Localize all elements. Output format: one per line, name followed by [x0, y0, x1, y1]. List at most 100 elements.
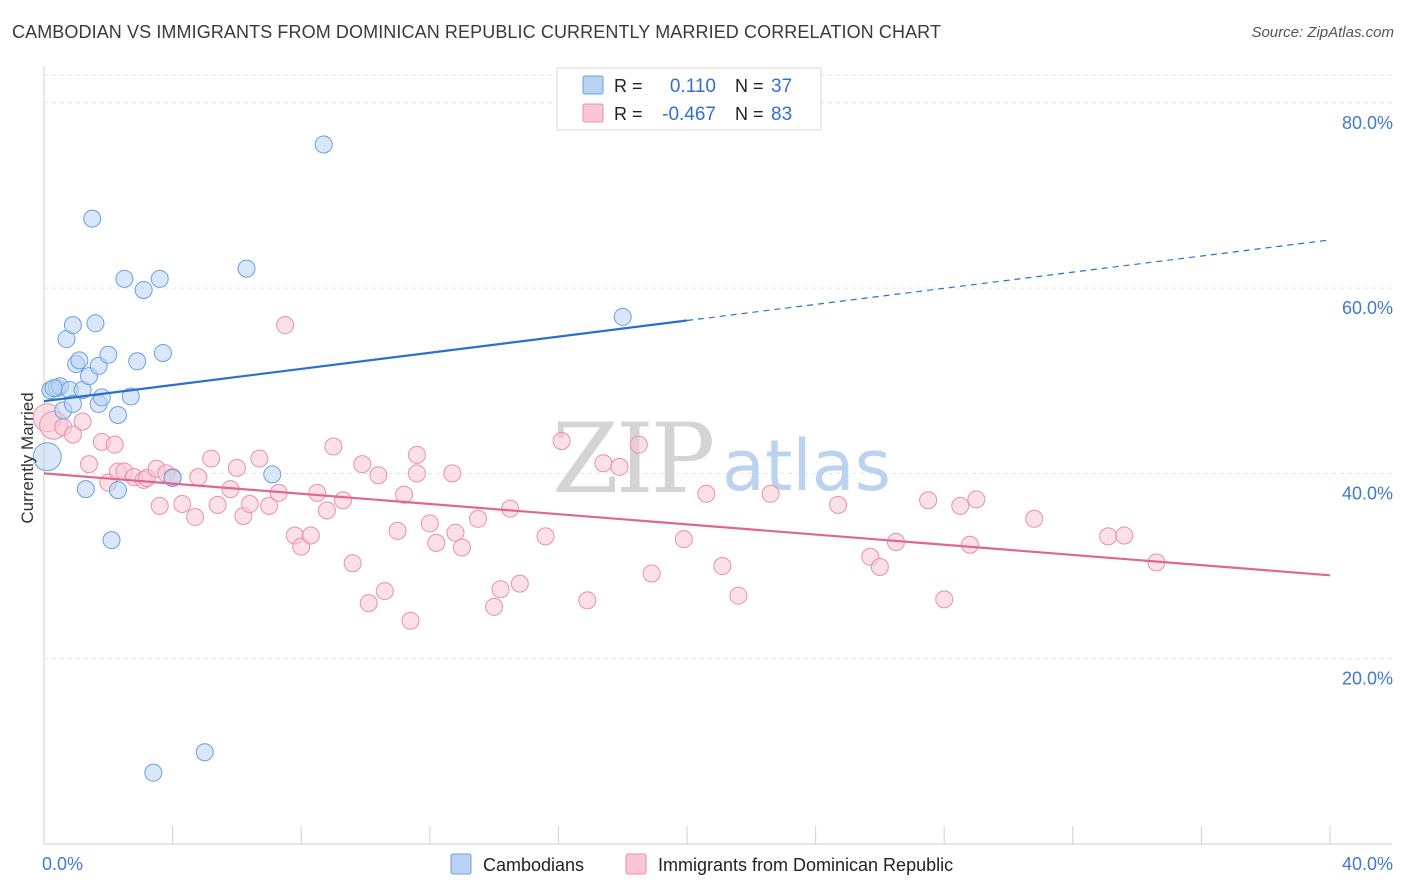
dominican-point	[1025, 509, 1044, 528]
cambodian-point	[237, 259, 256, 278]
dominican-point	[510, 574, 529, 593]
dominican-point	[80, 455, 99, 474]
bottom-legend: Cambodians Immigrants from Dominican Rep…	[450, 853, 953, 875]
cambodian-point	[32, 442, 62, 472]
dominican-point	[1099, 527, 1118, 546]
dominican-point	[401, 611, 420, 630]
cambodian-trend-extension	[686, 239, 1331, 322]
dominican-point	[353, 455, 372, 474]
dominican-point	[375, 582, 394, 601]
dominican-point	[427, 533, 446, 552]
dominican-point	[407, 445, 426, 464]
legend: R = 0.110 N = 37 R = -0.467 N = 83	[556, 67, 822, 131]
dominican-point	[308, 483, 327, 502]
dominican-point	[642, 564, 661, 583]
cambodian-point	[115, 269, 134, 288]
cambodian-point	[63, 394, 82, 413]
cambodian-point	[263, 465, 282, 484]
dominican-point	[578, 591, 597, 610]
y-tick-label: 40.0%	[1342, 483, 1393, 503]
dominican-point	[407, 464, 426, 483]
dominican-point	[343, 554, 362, 573]
dominican-point	[173, 494, 192, 513]
y-tick-label: 60.0%	[1342, 298, 1393, 318]
dominican-point	[63, 425, 82, 444]
dominican-point	[317, 501, 336, 520]
cambodian-points	[32, 135, 632, 782]
cambodian-point	[108, 481, 127, 500]
dominican-point	[552, 431, 571, 450]
dominican-point	[301, 526, 320, 545]
legend-n-label: N =	[735, 104, 764, 124]
dominican-point	[260, 496, 279, 515]
dominican-point	[870, 557, 889, 576]
y-tick-labels: 20.0% 40.0% 60.0% 80.0%	[1342, 113, 1393, 689]
dominican-point	[420, 514, 439, 533]
dominican-point	[935, 590, 954, 609]
dominican-point	[967, 490, 986, 509]
dominican-point	[388, 521, 407, 540]
cambodian-point	[121, 387, 140, 406]
dominican-point	[150, 496, 169, 515]
cambodian-point	[83, 209, 102, 228]
legend-swatch-blue	[582, 75, 604, 95]
cambodian-point	[128, 352, 147, 371]
dominican-point	[369, 466, 388, 485]
bottom-legend-dominican: Immigrants from Dominican Republic	[658, 855, 953, 875]
dominican-point	[629, 435, 648, 454]
watermark-atlas: atlas	[722, 425, 891, 507]
dominican-point	[594, 454, 613, 473]
cambodian-point	[92, 388, 111, 407]
watermark-zip: ZIP	[552, 403, 713, 515]
cambodian-point	[44, 379, 63, 398]
dominican-point	[73, 412, 92, 431]
cambodian-point	[86, 314, 105, 333]
dominican-point	[276, 316, 295, 335]
legend-n-value: 37	[771, 76, 792, 97]
dominican-point	[395, 485, 414, 504]
dominican-point	[202, 449, 221, 468]
legend-r-label: R =	[614, 76, 643, 96]
legend-n-label: N =	[735, 76, 764, 96]
trend-lines	[43, 239, 1331, 577]
dominican-point	[491, 580, 510, 599]
dominican-point	[452, 538, 471, 557]
dominican-point	[208, 495, 227, 514]
dominican-point	[105, 435, 124, 454]
x-tick-label: 40.0%	[1342, 854, 1393, 874]
bottom-legend-swatch-blue	[450, 853, 472, 875]
legend-swatch-pink	[582, 103, 604, 123]
y-tick-label: 80.0%	[1342, 113, 1393, 133]
cambodian-point	[108, 406, 127, 425]
dominican-point	[443, 464, 462, 483]
cambodian-point	[150, 269, 169, 288]
dominican-point	[446, 523, 465, 542]
dominican-point	[674, 530, 693, 549]
legend-r-value: -0.467	[662, 104, 716, 125]
cambodian-point	[144, 763, 163, 782]
cambodian-trend-line	[43, 319, 688, 403]
dominican-point	[227, 458, 246, 477]
x-tick-labels: 0.0% 40.0%	[42, 854, 1393, 874]
bottom-legend-cambodians: Cambodians	[483, 855, 584, 875]
cambodian-point	[613, 307, 632, 326]
cambodian-point	[70, 351, 89, 370]
dominican-point	[189, 468, 208, 487]
dominican-point	[333, 491, 352, 510]
dominican-point	[829, 495, 848, 514]
axes	[43, 66, 1392, 845]
dominican-point	[697, 484, 716, 503]
cambodian-point	[134, 280, 153, 299]
dominican-point	[610, 457, 629, 476]
y-axis-label: Currently Married	[18, 392, 37, 523]
dominican-point	[960, 535, 979, 554]
dominican-point	[359, 594, 378, 613]
dominican-point	[713, 557, 732, 576]
legend-n-value: 83	[771, 104, 792, 125]
source-label: Source: ZipAtlas.com	[1251, 24, 1394, 41]
cambodian-point	[76, 480, 95, 499]
dominican-point	[240, 494, 259, 513]
dominican-point	[250, 449, 269, 468]
cambodian-point	[99, 345, 118, 364]
